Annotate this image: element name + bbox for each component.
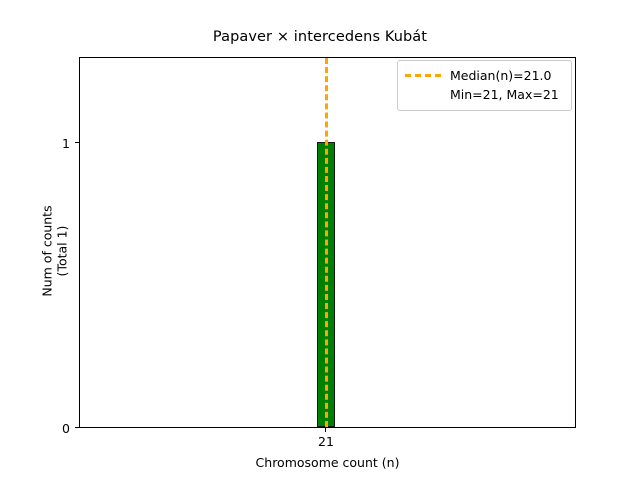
y-tick-label-1: 1 (62, 136, 70, 151)
legend-entry-minmax: Min=21, Max=21 (405, 85, 564, 104)
chart-title: Papaver × intercedens Kubát (212, 29, 428, 45)
plot-inner (80, 58, 575, 427)
median-line (325, 58, 328, 427)
legend: Median(n)=21.0 Min=21, Max=21 (397, 60, 572, 111)
legend-entry-median: Median(n)=21.0 (405, 66, 564, 85)
x-axis-label: Chromosome count (n) (255, 455, 400, 470)
x-tick-mark-21 (325, 428, 327, 432)
legend-label-median: Median(n)=21.0 (450, 68, 552, 83)
legend-label-minmax: Min=21, Max=21 (450, 87, 559, 102)
y-tick-mark-1 (75, 142, 79, 144)
y-axis-label: Num of counts (Total 1) (39, 205, 70, 297)
y-tick-label-0: 0 (62, 421, 70, 436)
dashed-line-icon (405, 74, 441, 77)
blank-handle-icon (405, 93, 441, 96)
y-tick-mark-0 (75, 427, 79, 429)
plot-area (79, 57, 576, 428)
x-tick-label-21: 21 (318, 434, 334, 449)
